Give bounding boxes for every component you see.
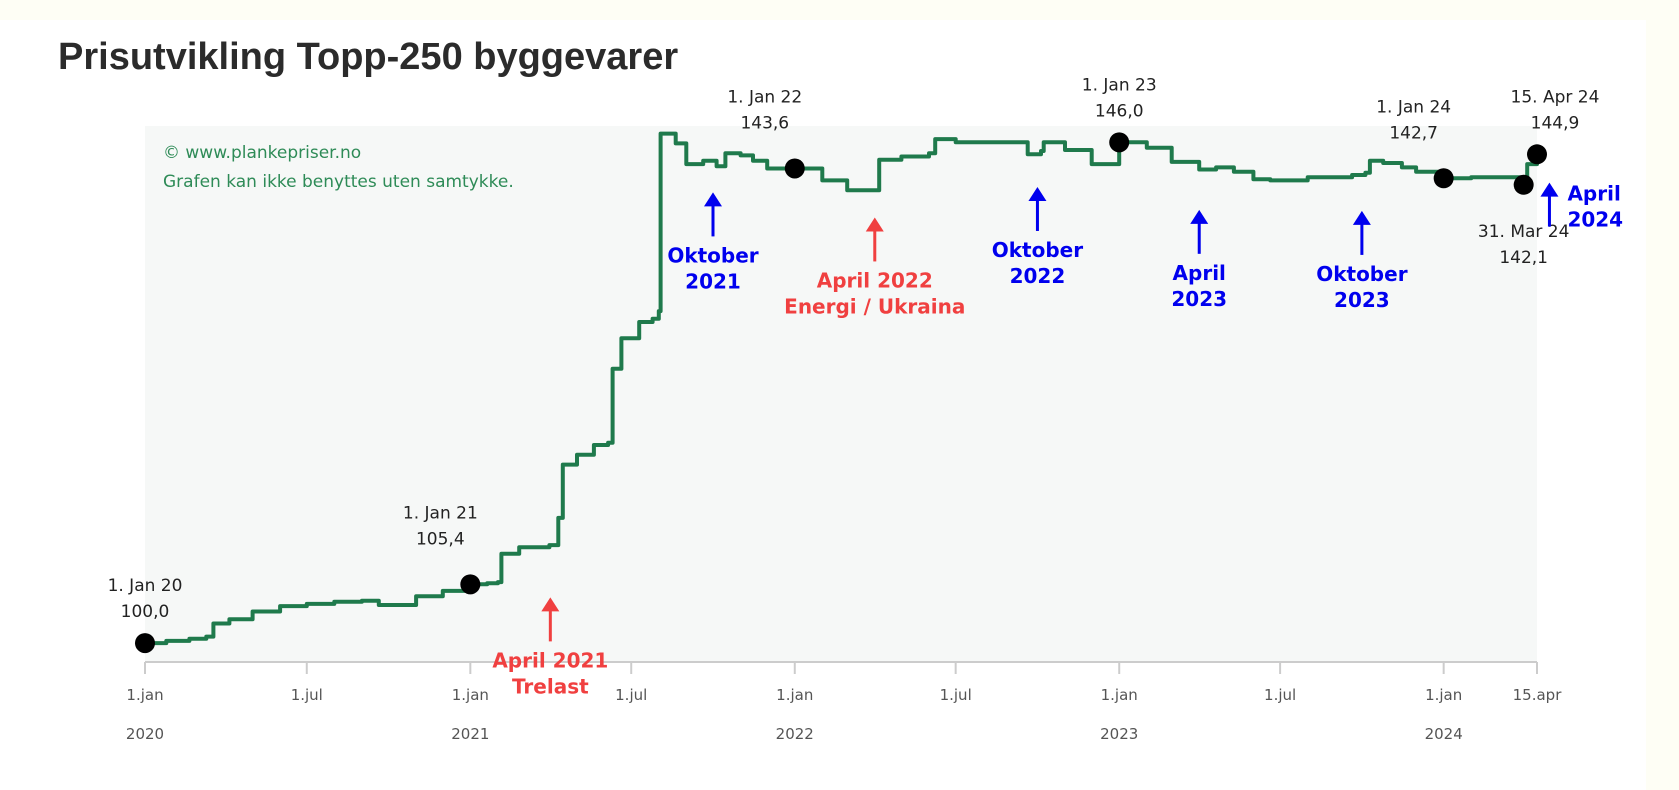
x-tick-year: 2022	[776, 725, 814, 743]
annotation-label: 2022	[1010, 264, 1066, 288]
plot-area	[145, 126, 1537, 662]
data-point-date-label: 1. Jan 24	[1376, 97, 1451, 117]
annotation-label: Oktober	[992, 238, 1083, 262]
watermark-url: © www.plankepriser.no	[163, 143, 361, 163]
annotation-label: 2021	[685, 269, 741, 293]
data-point-date-label: 1. Jan 23	[1082, 75, 1157, 95]
x-tick-year: 2023	[1100, 725, 1138, 743]
data-point-marker	[784, 158, 805, 179]
annotation-label: 2023	[1171, 287, 1227, 311]
annotation-label: April 2022	[817, 268, 933, 292]
annotation-arrow-head	[1190, 209, 1209, 224]
data-point-marker	[1109, 132, 1130, 153]
x-tick-year: 2021	[451, 725, 489, 743]
data-point-value-label: 144,9	[1531, 113, 1580, 133]
annotation-arrow-head	[541, 597, 560, 612]
x-tick-label: 1.jul	[1264, 686, 1296, 704]
annotation-label: April	[1173, 261, 1226, 285]
data-point-marker	[1513, 174, 1534, 195]
x-tick-label: 1.jan	[1425, 686, 1462, 704]
annotation-arrow-head	[1540, 182, 1559, 197]
x-tick-label: 15.apr	[1513, 686, 1563, 704]
annotation-label: Oktober	[667, 243, 758, 267]
x-tick-label: 1.jan	[452, 686, 489, 704]
data-point-marker	[135, 633, 155, 654]
x-tick-label: 1.jul	[291, 686, 323, 704]
annotation-arrow-head	[865, 217, 884, 232]
x-tick-label: 1.jul	[615, 686, 647, 704]
x-tick-label: 1.jan	[126, 686, 163, 704]
x-tick-label: 1.jul	[940, 686, 972, 704]
data-point-value-label: 142,7	[1389, 123, 1438, 143]
watermark-notice: Grafen kan ikke benyttes uten samtykke.	[163, 172, 514, 192]
price-chart: © www.plankepriser.no Grafen kan ikke ben…	[108, 75, 1624, 743]
data-point-value-label: 146,0	[1095, 101, 1144, 121]
x-tick-year: 2020	[126, 725, 164, 743]
annotation-label: April	[1567, 182, 1620, 206]
annotation-label: Trelast	[512, 674, 589, 698]
annotation-arrow-head	[1028, 186, 1047, 201]
annotation-label: 2023	[1334, 288, 1390, 312]
data-point-marker	[1433, 168, 1454, 189]
data-point-date-label: 15. Apr 24	[1511, 87, 1600, 107]
data-point-value-label: 143,6	[740, 113, 789, 133]
data-point-marker	[1527, 144, 1547, 165]
annotation-arrow-head	[704, 192, 722, 207]
data-point-marker	[460, 574, 481, 595]
chart-card: Prisutvikling Topp-250 byggevarer © www.…	[0, 20, 1646, 790]
annotation-label: Energi / Ukraina	[784, 294, 965, 318]
annotation-arrow-head	[1352, 210, 1371, 225]
data-point-date-label: 31. Mar 24	[1478, 222, 1570, 242]
page-title: Prisutvikling Topp-250 byggevarer	[58, 36, 679, 78]
x-tick-label: 1.jan	[1101, 686, 1138, 704]
data-point-value-label: 142,1	[1499, 248, 1548, 268]
data-point-date-label: 1. Jan 20	[108, 576, 183, 596]
annotation-label: April 2021	[492, 648, 608, 672]
x-tick-label: 1.jan	[776, 686, 813, 704]
annotation-label: Oktober	[1316, 262, 1407, 286]
x-tick-year: 2024	[1425, 725, 1463, 743]
price-index-line	[145, 131, 1539, 646]
data-point-date-label: 1. Jan 22	[727, 87, 802, 107]
data-point-date-label: 1. Jan 21	[403, 503, 478, 523]
annotation-label: 2024	[1567, 208, 1623, 232]
data-point-value-label: 100,0	[121, 602, 170, 622]
data-point-value-label: 105,4	[416, 529, 465, 549]
